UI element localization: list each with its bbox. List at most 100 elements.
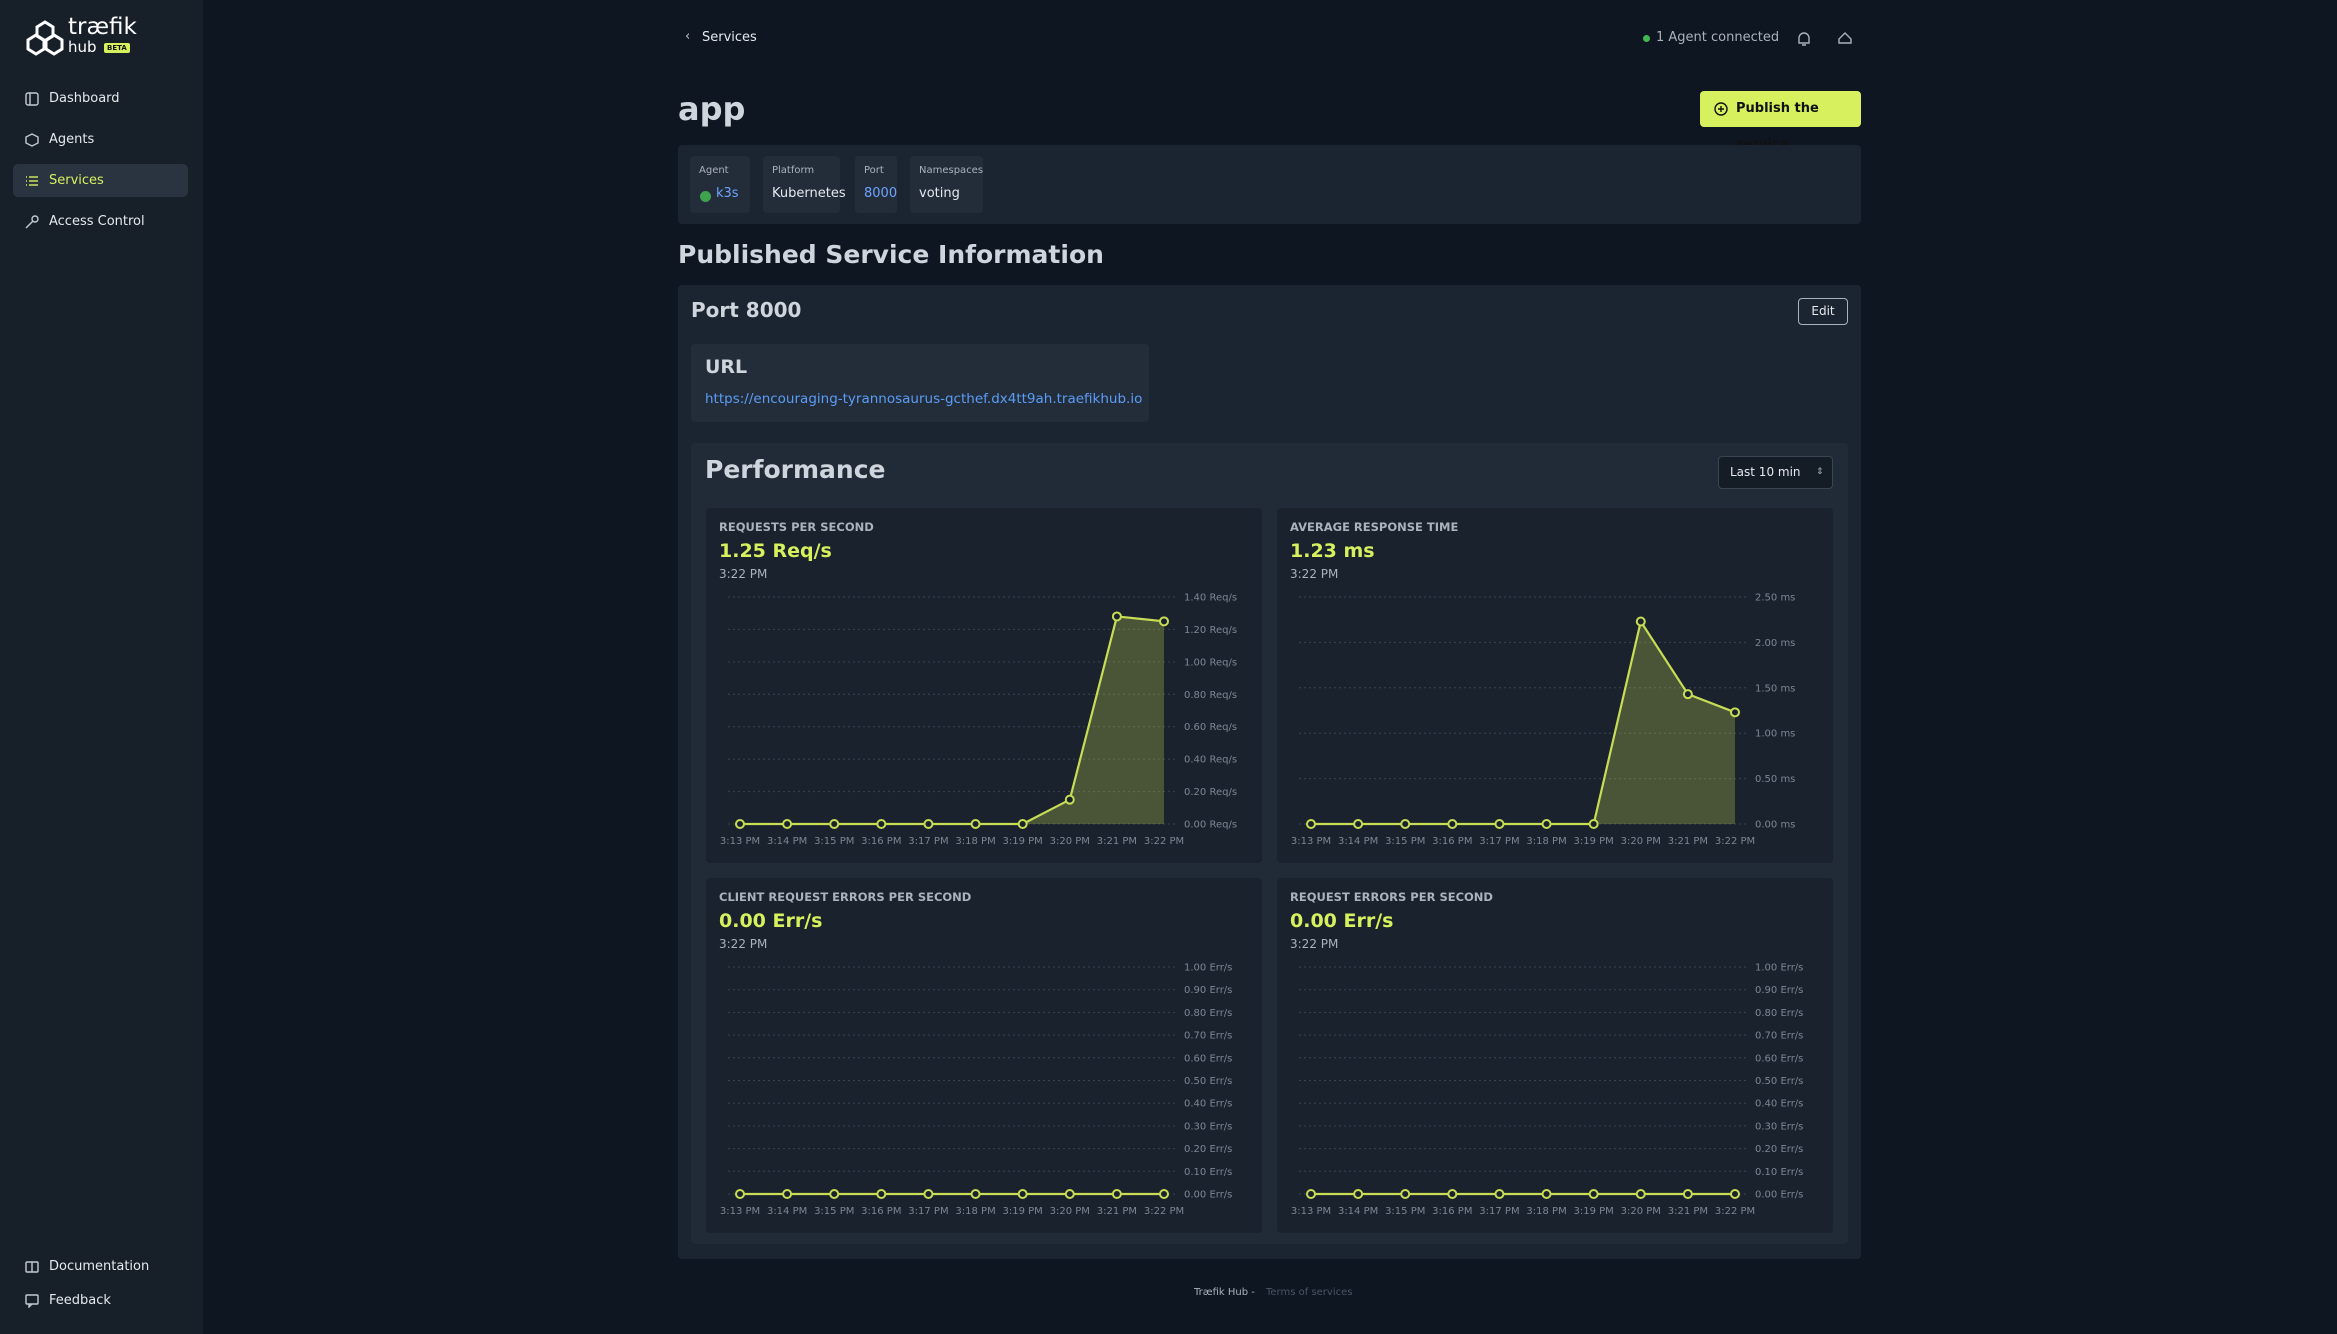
user-icon[interactable] (1837, 30, 1853, 48)
area (740, 616, 1164, 824)
point (1064, 1189, 1075, 1199)
field: Namespaces voting (910, 156, 983, 213)
x-tick-label: 3:21 PM (1668, 1206, 1708, 1217)
area (1311, 621, 1735, 824)
line (740, 615, 1165, 826)
field-value: voting (919, 186, 960, 201)
url-box: URL https://encouraging-tyrannosaurus-gc… (691, 344, 1149, 422)
service-name: app (678, 90, 746, 128)
field-label: Platform (772, 165, 815, 176)
x-tick-label: 3:15 PM (814, 1206, 854, 1217)
chart-card: CLIENT REQUEST ERRORS PER SECOND 0.00 Err… (706, 878, 1262, 1233)
port-title: Port 8000 (691, 298, 802, 322)
chart-title: AVERAGE RESPONSE TIME (1290, 520, 1458, 534)
current-value: 0.00 Err/s (719, 910, 822, 932)
y-tick-label: 0.90 Err/s (1184, 985, 1232, 996)
chart: CLIENT REQUEST ERRORS PER SECOND 0.00 Err… (719, 890, 1232, 1217)
point (1306, 819, 1316, 829)
point (1447, 819, 1458, 829)
x-tick-label: 3:15 PM (1385, 1206, 1425, 1217)
nav-label: Dashboard (49, 91, 120, 106)
x-tick-label: 3:13 PM (1291, 836, 1331, 847)
y-tick-label: 0.50 Err/s (1755, 1076, 1803, 1087)
point (1494, 1189, 1505, 1199)
y-tick-label: 0.60 Err/s (1184, 1053, 1232, 1064)
edit-button[interactable]: Edit (1798, 298, 1848, 325)
y-tick-label: 1.50 ms (1755, 683, 1795, 694)
point (1111, 611, 1122, 622)
y-tick-label: 0.70 Err/s (1184, 1031, 1232, 1042)
icon (26, 176, 38, 186)
y-tick-label: 0.00 Err/s (1184, 1190, 1232, 1201)
performance-panel: Performance Last 10 min ⇕ REQUESTS PER S… (691, 443, 1848, 1244)
nav-label: Documentation (49, 1259, 150, 1274)
current-value: 0.00 Err/s (1290, 910, 1393, 932)
range-select[interactable]: Last 10 min ⇕ (1718, 456, 1833, 489)
nav-item[interactable]: Documentation (13, 1250, 188, 1283)
breadcrumb[interactable]: Services (702, 30, 757, 45)
nav-item[interactable]: Dashboard (13, 82, 188, 115)
back-chevron[interactable]: ‹ (685, 29, 691, 44)
point (1730, 1189, 1740, 1199)
nav-item[interactable]: Agents (13, 123, 188, 156)
agent-dot (700, 191, 711, 202)
x-tick-label: 3:22 PM (1715, 1206, 1755, 1217)
field-value[interactable]: 8000 (864, 186, 898, 201)
point (923, 1189, 934, 1199)
bell-icon[interactable] (1796, 30, 1812, 48)
x-tick-label: 3:16 PM (861, 1206, 901, 1217)
y-tick-label: 0.60 Err/s (1755, 1053, 1803, 1064)
x-tick-label: 3:13 PM (720, 1206, 760, 1217)
point (1588, 819, 1599, 829)
point (970, 819, 981, 829)
x-tick-label: 3:17 PM (908, 836, 948, 847)
chart-title: CLIENT REQUEST ERRORS PER SECOND (719, 890, 971, 904)
x-tick-label: 3:15 PM (1385, 836, 1425, 847)
x-tick-label: 3:19 PM (1574, 836, 1614, 847)
nav-item[interactable]: Access Control (13, 205, 188, 238)
y-tick-label: 0.20 Req/s (1184, 787, 1237, 798)
point (735, 1189, 745, 1199)
service-url[interactable]: https://encouraging-tyrannosaurus-gcthef… (705, 391, 1143, 407)
publish-button[interactable]: Publish the service (1700, 91, 1861, 152)
x-tick-label: 3:19 PM (1003, 836, 1043, 847)
x-tick-label: 3:17 PM (1479, 1206, 1519, 1217)
point (876, 819, 887, 829)
x-tick-label: 3:20 PM (1621, 1206, 1661, 1217)
point (1400, 819, 1411, 829)
point (970, 1189, 981, 1199)
nav-item[interactable]: Feedback (13, 1284, 188, 1317)
x-tick-label: 3:22 PM (1144, 836, 1184, 847)
x-tick-label: 3:15 PM (814, 836, 854, 847)
point (782, 819, 793, 829)
x-tick-label: 3:13 PM (1291, 1206, 1331, 1217)
y-tick-label: 1.00 Req/s (1184, 657, 1237, 668)
x-tick-label: 3:19 PM (1003, 1206, 1043, 1217)
y-tick-label: 0.30 Err/s (1184, 1121, 1232, 1132)
y-tick-label: 1.40 Req/s (1184, 593, 1237, 604)
field-value[interactable]: k3s (716, 186, 739, 201)
nav-label: Access Control (49, 214, 145, 229)
footer-link[interactable]: Terms of services (1266, 1287, 1353, 1298)
current-value: 1.23 ms (1290, 540, 1375, 562)
y-tick-label: 0.80 Err/s (1184, 1008, 1232, 1019)
x-tick-label: 3:16 PM (861, 836, 901, 847)
x-tick-label: 3:14 PM (1338, 1206, 1378, 1217)
point (1494, 819, 1505, 829)
x-tick-label: 3:20 PM (1621, 836, 1661, 847)
point (1353, 819, 1364, 829)
url-label: URL (705, 356, 748, 378)
icon (25, 133, 39, 147)
nav-item[interactable]: Services (13, 164, 188, 197)
x-tick-label: 3:18 PM (955, 1206, 995, 1217)
y-tick-label: 0.50 ms (1755, 774, 1795, 785)
logo-product: hub (68, 38, 97, 56)
chart-title: REQUEST ERRORS PER SECOND (1290, 890, 1493, 904)
chart: REQUEST ERRORS PER SECOND 0.00 Err/s 3:22 … (1290, 890, 1803, 1217)
point (1682, 689, 1693, 700)
icon (25, 215, 39, 229)
point (1159, 1189, 1169, 1199)
beta-badge: BETA (104, 43, 130, 53)
icon (25, 1261, 39, 1273)
